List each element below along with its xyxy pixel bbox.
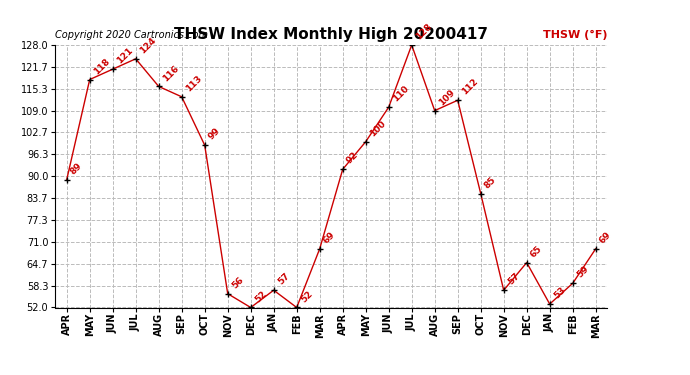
Text: 52: 52 — [253, 289, 268, 304]
Text: 69: 69 — [322, 230, 337, 245]
Text: 92: 92 — [345, 151, 360, 166]
Text: 57: 57 — [506, 272, 521, 287]
Text: 124: 124 — [138, 36, 158, 56]
Text: Copyright 2020 Cartronics.com: Copyright 2020 Cartronics.com — [55, 30, 208, 40]
Text: 69: 69 — [598, 230, 613, 245]
Text: 100: 100 — [368, 119, 388, 138]
Text: 121: 121 — [115, 46, 135, 66]
Text: 110: 110 — [391, 84, 411, 104]
Text: 128: 128 — [414, 22, 433, 42]
Text: 52: 52 — [299, 289, 314, 304]
Text: 65: 65 — [529, 244, 544, 259]
Text: 112: 112 — [460, 77, 480, 97]
Text: 59: 59 — [575, 265, 590, 280]
Text: THSW (°F): THSW (°F) — [543, 30, 607, 40]
Text: 53: 53 — [552, 285, 567, 301]
Text: 99: 99 — [207, 126, 222, 142]
Text: 113: 113 — [184, 74, 204, 93]
Text: 118: 118 — [92, 57, 112, 76]
Text: 85: 85 — [483, 175, 498, 190]
Text: 56: 56 — [230, 275, 245, 290]
Text: 109: 109 — [437, 87, 457, 107]
Title: THSW Index Monthly High 20200417: THSW Index Monthly High 20200417 — [174, 27, 489, 42]
Text: 89: 89 — [69, 161, 84, 176]
Text: 57: 57 — [276, 272, 291, 287]
Text: 116: 116 — [161, 63, 181, 83]
